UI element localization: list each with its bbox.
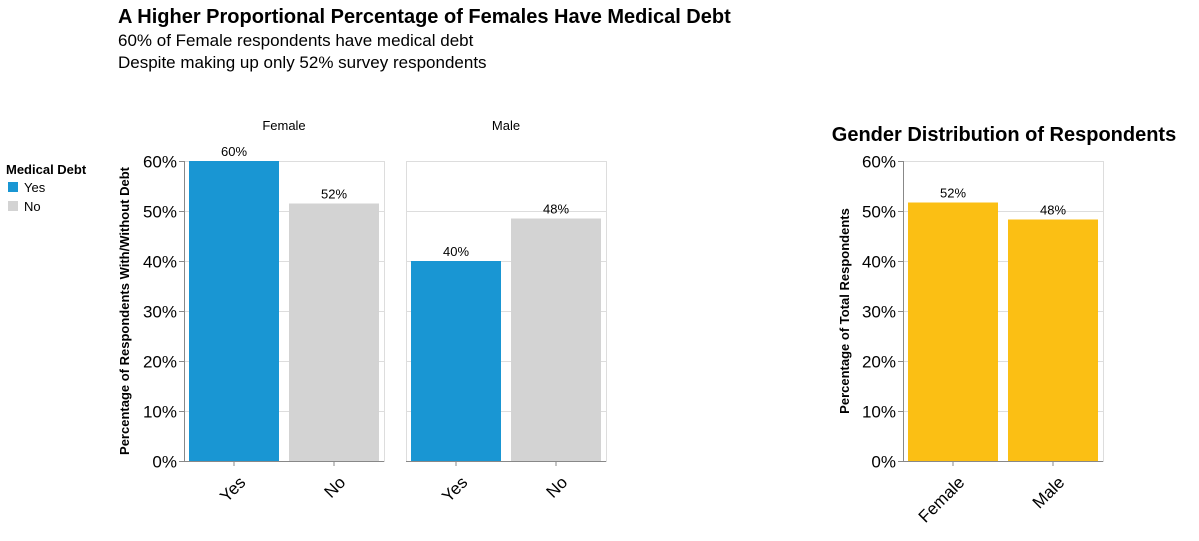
facet-male-x-tick-label-no: No <box>543 473 572 502</box>
gender-y-tick-label: 10% <box>862 403 896 422</box>
facet-male: Male 40% Yes 48% No <box>406 118 607 506</box>
gender-y-tick-label: 20% <box>862 353 896 372</box>
legend-entries: Yes No <box>8 180 46 214</box>
gender-bar-label-female: 52% <box>940 186 966 201</box>
legend-swatch-no <box>8 201 18 211</box>
facet-female-bar-no <box>289 203 379 461</box>
facet-male-bar-yes <box>411 261 501 461</box>
facet-female-bar-yes <box>189 161 279 461</box>
facet-male-x-tick-label-yes: Yes <box>438 473 471 506</box>
facet-female-facet-label: Female <box>262 118 305 133</box>
gender-y-tick-label: 60% <box>862 153 896 172</box>
y-axis-title-left: Percentage of Respondents With/Without D… <box>117 166 132 455</box>
legend-swatch-yes <box>8 182 18 192</box>
gender-bar-male <box>1008 219 1098 461</box>
right-chart: 0% 10% 20% 30% 40% 50% 60% 52% Female 48% Male <box>862 153 1104 527</box>
facet-female-x-tick-label-no: No <box>321 473 350 502</box>
right-chart-title: Gender Distribution of Respondents <box>832 124 1176 146</box>
facet-female-y-tick-label: 50% <box>143 203 177 222</box>
facet-male-bar-label-no: 48% <box>543 202 569 217</box>
facet-female-bar-label-no: 52% <box>321 187 347 202</box>
facet-male-bar-label-yes: 40% <box>443 244 469 259</box>
main-title: A Higher Proportional Percentage of Fema… <box>118 6 731 28</box>
gender-bar-female <box>908 202 998 461</box>
facet-female-y-tick-label: 30% <box>143 303 177 322</box>
facet-female-y-tick-label: 0% <box>152 453 177 472</box>
facet-female-y-tick-label: 20% <box>143 353 177 372</box>
facet-female-y-tick-label: 10% <box>143 403 177 422</box>
facet-female-y-tick-label: 60% <box>143 153 177 172</box>
gender-x-tick-label-male: Male <box>1029 473 1068 512</box>
legend-label-yes: Yes <box>24 180 46 195</box>
gender-x-tick-label-female: Female <box>915 473 969 527</box>
facet-male-facet-label: Male <box>492 118 520 133</box>
legend: Medical Debt Yes No <box>6 162 87 214</box>
facet-female-bar-label-yes: 60% <box>221 144 247 159</box>
gender-y-tick-label: 30% <box>862 303 896 322</box>
y-axis-title-right: Percentage of Total Respondents <box>837 208 852 414</box>
subtitle-line-2: Despite making up only 52% survey respon… <box>118 53 487 72</box>
gender-y-tick-label: 40% <box>862 253 896 272</box>
subtitle-line-1: 60% of Female respondents have medical d… <box>118 31 474 50</box>
gender-bar-label-male: 48% <box>1040 203 1066 218</box>
legend-label-no: No <box>24 199 41 214</box>
facet-female: 0% 10% 20% 30% 40% 50% 60% Female 60% Yes 52% No <box>143 118 385 506</box>
gender-y-tick-label: 50% <box>862 203 896 222</box>
gender-y-tick-label: 0% <box>871 453 896 472</box>
facet-female-y-tick-label: 40% <box>143 253 177 272</box>
facet-male-bar-no <box>511 218 601 461</box>
left-chart: 0%10%20%30%40%50%60%Female60%Yes52%NoMal… <box>143 118 607 506</box>
facet-female-x-tick-label-yes: Yes <box>216 473 249 506</box>
legend-title: Medical Debt <box>6 162 87 177</box>
